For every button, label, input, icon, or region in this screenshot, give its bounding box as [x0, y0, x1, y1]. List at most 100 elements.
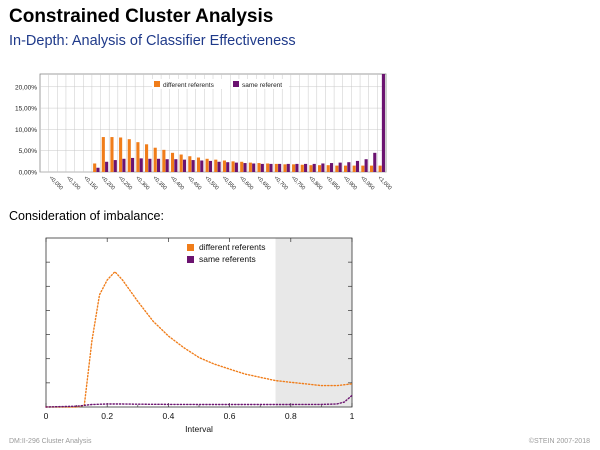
bar	[119, 137, 123, 172]
bar	[105, 161, 109, 172]
bar	[145, 144, 149, 172]
line-chart-imbalance: 0 0.2 0.4 0.6 0.8 1 Interval different referent…	[44, 237, 355, 434]
bar	[162, 149, 166, 172]
legend-swatch	[233, 81, 239, 87]
y-tick-label: 20,00%	[15, 84, 37, 91]
bar	[136, 142, 140, 172]
bar	[170, 152, 175, 172]
bar	[96, 167, 100, 172]
bar	[196, 157, 201, 172]
bar	[381, 74, 385, 172]
bar	[260, 163, 264, 172]
x-tick-label: 0	[44, 411, 49, 421]
bar	[200, 160, 204, 172]
y-tick-label: 5,00%	[19, 148, 38, 155]
bar	[278, 163, 282, 172]
legend-background	[152, 79, 230, 89]
x-tick-label: <0,150	[82, 175, 98, 191]
bar	[226, 162, 230, 172]
legend-swatch	[187, 256, 194, 263]
x-tick-label: <0,750	[290, 175, 306, 191]
bar	[309, 165, 313, 172]
x-tick-label: <0,450	[186, 175, 202, 191]
x-tick-label: <0,050	[48, 175, 64, 191]
bar	[139, 158, 143, 172]
bar	[312, 163, 316, 172]
bar	[283, 164, 287, 172]
bar	[252, 163, 256, 172]
bar	[93, 163, 97, 172]
bar	[208, 160, 212, 172]
x-tick-label: <0,800	[307, 175, 323, 191]
bar	[326, 165, 330, 172]
bar	[217, 161, 221, 172]
slide-title: Constrained Cluster Analysis	[9, 6, 274, 27]
x-tick-label: <0,950	[359, 175, 375, 191]
bar	[364, 159, 368, 172]
bar	[240, 161, 244, 172]
series-line-different-referents	[45, 270, 353, 408]
shaded-region	[275, 238, 352, 407]
x-tick-label: 0.4	[162, 411, 174, 421]
bar	[248, 162, 252, 172]
bar	[352, 165, 356, 172]
bar	[369, 165, 374, 172]
legend-label: different referents	[163, 82, 215, 89]
bar	[101, 137, 105, 172]
x-tick-label: <0,600	[238, 175, 254, 191]
x-tick-label: <0,850	[324, 175, 340, 191]
bar	[292, 164, 296, 172]
bar	[234, 162, 238, 172]
x-tick-label: <1,000	[376, 175, 392, 191]
bar	[378, 165, 382, 172]
legend-label: same referents	[199, 254, 256, 264]
bar	[269, 163, 273, 172]
x-tick-label: <0,350	[151, 175, 167, 191]
legend-swatch	[154, 81, 160, 87]
bar	[153, 147, 157, 172]
bar	[182, 159, 187, 172]
slide-subtitle: In-Depth: Analysis of Classifier Effecti…	[9, 33, 296, 49]
bar	[361, 165, 365, 172]
bar	[113, 160, 117, 172]
bar	[373, 152, 377, 172]
legend-background	[231, 79, 289, 89]
bar-chart-similarity-distribution: 0,00% 5,00% 10,00% 15,00% 20,00% <0,050 <0,100…	[15, 73, 393, 191]
x-tick-label: 0.6	[224, 411, 236, 421]
bar	[174, 159, 178, 172]
bar	[205, 158, 209, 172]
legend-label: same referent	[242, 82, 282, 89]
bar	[127, 139, 131, 172]
bar	[286, 163, 290, 172]
legend-swatch	[187, 244, 194, 251]
bar	[110, 137, 114, 172]
x-tick-label: <0,500	[203, 175, 219, 191]
legend-label: different referents	[199, 242, 265, 252]
bar	[274, 163, 278, 172]
x-tick-label: <0,700	[272, 175, 288, 191]
bar	[156, 158, 161, 172]
bar	[355, 160, 360, 172]
footer-course-label: DM:II-296 Cluster Analysis	[9, 438, 92, 445]
series-line-same-referents	[45, 394, 353, 408]
bar	[266, 163, 270, 172]
bar	[321, 163, 325, 172]
bar	[191, 160, 195, 172]
bar	[335, 165, 339, 172]
bar	[165, 159, 169, 172]
x-tick-label: 1	[350, 411, 355, 421]
y-tick-label: 0,00%	[19, 170, 38, 177]
x-tick-label: <0,200	[99, 175, 115, 191]
bar	[148, 158, 152, 172]
bar	[338, 162, 342, 172]
x-tick-label: <0,550	[221, 175, 237, 191]
x-tick-label: <0,300	[134, 175, 150, 191]
y-tick-label: 10,00%	[15, 127, 37, 134]
bar	[295, 163, 299, 172]
x-axis-label: Interval	[185, 424, 213, 434]
x-tick-label: <0,250	[117, 175, 133, 191]
bar	[214, 159, 218, 172]
bar	[188, 156, 192, 172]
x-tick-label: 0.2	[101, 411, 113, 421]
bar	[222, 160, 226, 172]
